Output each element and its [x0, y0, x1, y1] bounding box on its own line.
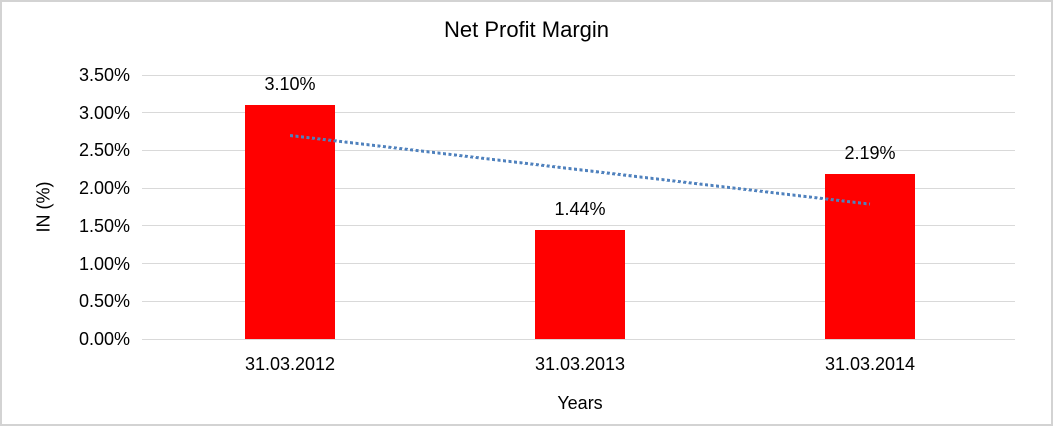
chart-title: Net Profit Margin: [443, 17, 610, 42]
bar-value-label: 1.44%: [554, 199, 606, 220]
x-tick-label: 31.03.2012: [244, 354, 336, 374]
gridline: [142, 149, 1015, 151]
bar-value-label: 3.10%: [264, 74, 316, 95]
gridline: [142, 112, 1015, 114]
y-tick-label: 0.00%: [78, 329, 130, 349]
y-tick-label: 0.50%: [78, 291, 130, 312]
trendline: [289, 133, 871, 206]
y-tick-label: 1.50%: [78, 215, 130, 236]
bar-value-label: 2.19%: [844, 142, 896, 163]
x-axis-title: Years: [557, 393, 603, 413]
bar: [535, 230, 625, 339]
y-tick-label: 2.50%: [78, 140, 130, 161]
gridline: [142, 187, 1015, 189]
gridline: [142, 225, 1015, 227]
x-tick-label: 31.03.2013: [534, 354, 626, 374]
gridline: [142, 338, 1015, 340]
y-tick-label: 3.50%: [78, 65, 130, 85]
x-tick-label: 31.03.2014: [824, 354, 916, 374]
gridline: [142, 74, 1015, 76]
y-tick-label: 2.00%: [78, 178, 130, 199]
y-tick-label: 3.00%: [78, 102, 130, 123]
y-tick-label: 1.00%: [78, 253, 130, 274]
bar: [245, 105, 335, 339]
